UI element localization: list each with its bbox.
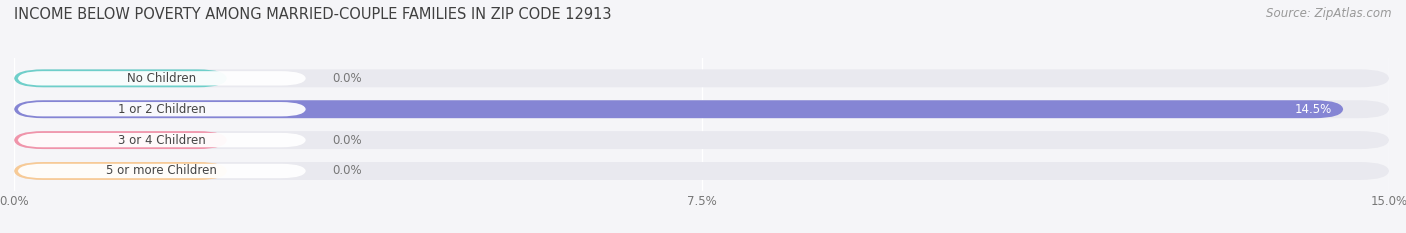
FancyBboxPatch shape — [14, 162, 226, 180]
FancyBboxPatch shape — [18, 133, 307, 147]
Text: 0.0%: 0.0% — [333, 164, 363, 178]
Text: 3 or 4 Children: 3 or 4 Children — [118, 134, 205, 147]
FancyBboxPatch shape — [14, 131, 226, 149]
Text: 0.0%: 0.0% — [333, 72, 363, 85]
FancyBboxPatch shape — [14, 100, 1343, 118]
Text: INCOME BELOW POVERTY AMONG MARRIED-COUPLE FAMILIES IN ZIP CODE 12913: INCOME BELOW POVERTY AMONG MARRIED-COUPL… — [14, 7, 612, 22]
FancyBboxPatch shape — [18, 102, 307, 116]
Text: Source: ZipAtlas.com: Source: ZipAtlas.com — [1267, 7, 1392, 20]
FancyBboxPatch shape — [18, 164, 307, 178]
FancyBboxPatch shape — [14, 131, 1389, 149]
Text: 1 or 2 Children: 1 or 2 Children — [118, 103, 205, 116]
FancyBboxPatch shape — [14, 162, 1389, 180]
FancyBboxPatch shape — [14, 69, 1389, 87]
FancyBboxPatch shape — [14, 69, 226, 87]
Text: 0.0%: 0.0% — [333, 134, 363, 147]
Text: 14.5%: 14.5% — [1295, 103, 1333, 116]
Text: 5 or more Children: 5 or more Children — [107, 164, 218, 178]
FancyBboxPatch shape — [18, 71, 307, 86]
Text: No Children: No Children — [128, 72, 197, 85]
FancyBboxPatch shape — [14, 100, 1389, 118]
